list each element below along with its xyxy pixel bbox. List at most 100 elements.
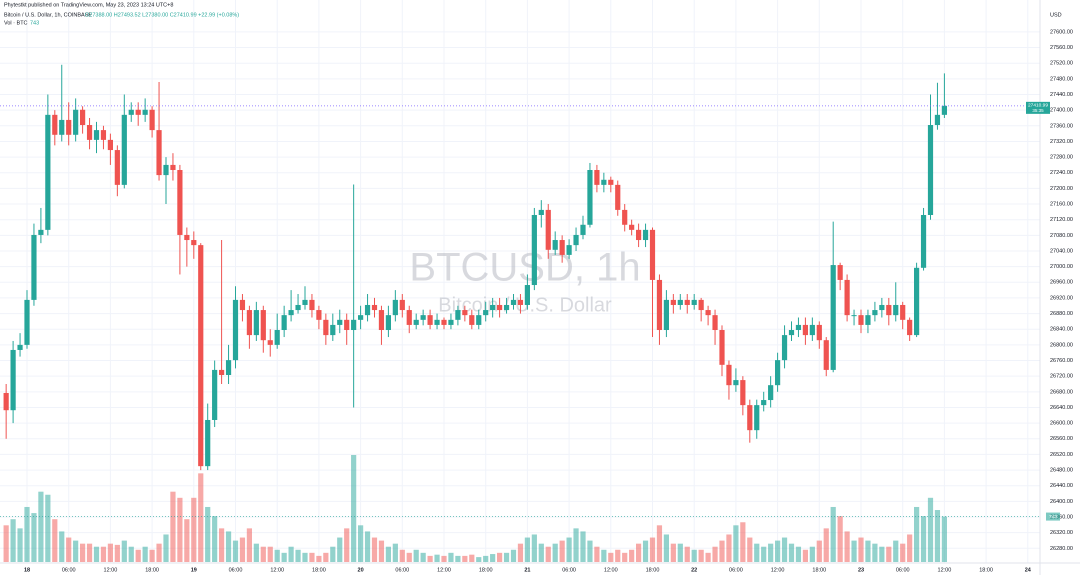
volume-bar [927,497,934,562]
volume-bar [73,540,79,562]
volume-bar [198,473,204,562]
volume-bar [267,546,273,562]
candle-body [93,130,100,140]
x-tick-label: 18:00 [979,567,993,573]
volume-bar [225,531,232,562]
volume-bar [371,537,378,562]
volume-bar [503,552,510,562]
candle-body [768,385,774,401]
candle-body [517,299,524,305]
volume-bar [566,537,572,562]
volume-bar [156,543,162,562]
x-tick-label: 18:00 [812,567,826,573]
volume-bar [719,540,725,562]
volume-bar [830,506,836,562]
candle-body [344,319,350,331]
y-tick-label: 26640.00 [1050,405,1073,411]
volume-bar [663,534,669,562]
volume-bar [781,537,788,562]
candle-body [754,405,760,431]
candle-body [427,315,433,325]
volume-bar [121,540,127,562]
x-tick-label: 18 [24,567,30,573]
y-tick-label: 27480.00 [1050,76,1073,82]
candle-body [788,330,795,336]
y-tick-label: 27040.00 [1050,248,1073,254]
volume-bar [670,543,676,562]
candle-body [552,240,558,250]
candle-body [587,170,593,225]
candle-body [726,364,732,386]
volume-bar [455,555,461,562]
volume-bar [615,549,621,562]
volume-bar [170,491,176,562]
candle-body [10,349,16,411]
candle-body [219,369,225,376]
volume-bar [385,546,391,562]
candle-body [351,319,357,331]
candle-body [163,164,169,176]
candle-body [295,304,301,311]
x-tick-label: 12:00 [771,567,785,573]
volume-bar [656,525,663,562]
candle-body [142,109,148,115]
volume-bar [594,546,600,562]
y-tick-label: 26560.00 [1050,436,1073,442]
volume-bar [497,552,503,562]
x-tick-label: 12:00 [270,567,284,573]
candle-body [914,267,920,336]
y-tick-label: 26600.00 [1050,421,1073,427]
candle-body [531,214,537,286]
y-tick-label: 27560.00 [1050,45,1073,51]
candle-body [524,285,530,305]
volume-bar [879,546,885,562]
volume-bar [441,555,447,562]
x-tick-label: 24 [1025,567,1032,573]
candle-body [594,170,600,185]
volume-bar [733,525,739,562]
volume-bar [191,497,197,562]
candle-body [399,299,405,311]
candle-layer [3,64,947,471]
volume-bar [900,543,906,562]
candle-body [865,315,871,325]
candle-body [288,310,294,316]
volume-bar [754,543,760,562]
y-tick-label: 26480.00 [1050,468,1073,474]
volume-bar [872,543,878,562]
volume-bar [636,543,642,562]
candle-body [642,229,649,241]
volume-bar [45,494,51,562]
volume-bar [851,540,857,562]
volume-bar [775,540,781,562]
volume-bar [524,537,530,562]
candle-body [170,164,176,171]
candle-body [781,335,788,361]
volume-bar [80,543,86,562]
x-tick-label: 18:00 [646,567,660,573]
axis-layer: 27600.00 27560.00 27520.00 27480.00 27440.00… [0,29,1073,573]
volume-bar [246,528,252,562]
candle-body [100,130,107,140]
volume-bar [323,552,329,562]
candle-body [483,310,489,316]
candle-body [316,310,322,320]
volume-bar [100,546,107,562]
x-tick-label: 23 [858,567,864,573]
y-tick-label: 26440.00 [1050,483,1073,489]
volume-bar [705,552,711,562]
volume-bar [86,543,93,562]
candle-body [893,304,899,316]
volume-bar [337,537,343,562]
candle-body [31,234,37,300]
y-tick-label: 27440.00 [1050,92,1073,98]
candle-body [705,310,711,316]
volume-bar [483,555,489,562]
candle-body [66,119,72,135]
candle-body [545,209,551,250]
candle-body [927,125,934,215]
volume-bar [747,537,753,562]
volume-bar [907,534,913,562]
y-tick-label: 26760.00 [1050,358,1073,364]
